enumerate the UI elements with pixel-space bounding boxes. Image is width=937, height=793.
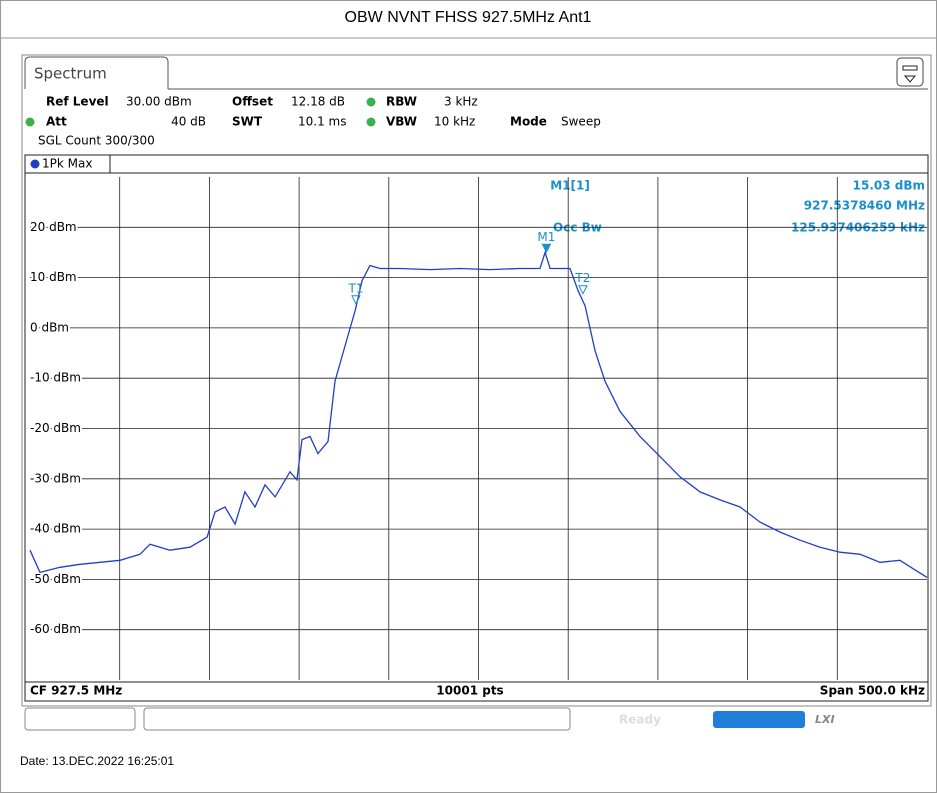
trace-label: 1Pk Max <box>42 157 92 171</box>
menu-icon[interactable] <box>902 65 918 83</box>
menu-button[interactable] <box>896 57 924 87</box>
marker-readout: 15.03 dBm <box>853 179 925 193</box>
status-state: Ready <box>619 713 661 727</box>
span: Span 500.0 kHz <box>820 684 925 698</box>
status-dot <box>366 97 376 107</box>
trace-dot <box>30 159 40 169</box>
sweep-points: 10001 pts <box>436 684 503 698</box>
y-tick-label: -60 dBm <box>30 622 81 636</box>
marker-readout: 927.5378460 MHz <box>804 199 925 213</box>
setting-label: VBW <box>386 115 417 129</box>
marker <box>541 243 552 254</box>
tab[interactable] <box>24 56 169 89</box>
marker-readout: M1[1] <box>550 179 590 193</box>
trace <box>29 250 928 578</box>
setting-value: 10.1 ms <box>298 115 346 129</box>
marker <box>578 285 588 295</box>
marker-label: T1 <box>347 281 363 295</box>
setting-label: SWT <box>232 115 263 129</box>
setting-label: Mode <box>510 115 547 129</box>
tab-label[interactable]: Spectrum <box>34 65 107 83</box>
progress-bar <box>713 711 805 728</box>
setting-label: Offset <box>232 95 273 109</box>
y-tick-label: -10 dBm <box>30 371 81 385</box>
y-tick-label: 20 dBm <box>30 220 77 234</box>
status-dot <box>366 117 376 127</box>
status-field <box>24 707 136 731</box>
marker-label: M1 <box>537 230 555 244</box>
date: Date: 13.DEC.2022 16:25:01 <box>20 754 174 768</box>
plot-frame <box>24 154 929 702</box>
setting-value: 40 dB <box>171 115 206 129</box>
center-frequency: CF 927.5 MHz <box>30 684 122 698</box>
status-field <box>143 707 571 731</box>
setting-value: 12.18 dB <box>291 95 345 109</box>
setting-label: RBW <box>386 95 417 109</box>
setting-value: 30.00 dBm <box>126 95 192 109</box>
y-tick-label: -50 dBm <box>30 572 81 586</box>
sweep-count: SGL Count 300/300 <box>38 134 155 148</box>
marker <box>351 295 361 305</box>
y-tick-label: 10 dBm <box>30 270 77 284</box>
lxi-logo: LXI <box>815 713 835 726</box>
setting-label: Att <box>46 115 67 129</box>
y-tick-label: 0 dBm <box>30 320 69 334</box>
y-tick-label: -20 dBm <box>30 421 81 435</box>
status-dot <box>25 117 35 127</box>
setting-value: Sweep <box>561 115 601 129</box>
setting-value: 10 kHz <box>434 115 475 129</box>
setting-value: 3 kHz <box>444 95 478 109</box>
y-tick-label: -30 dBm <box>30 471 81 485</box>
setting-label: Ref Level <box>46 95 109 109</box>
marker-label: T2 <box>574 271 590 285</box>
y-tick-label: -40 dBm <box>30 522 81 536</box>
title: OBW NVNT FHSS 927.5MHz Ant1 <box>345 9 592 26</box>
